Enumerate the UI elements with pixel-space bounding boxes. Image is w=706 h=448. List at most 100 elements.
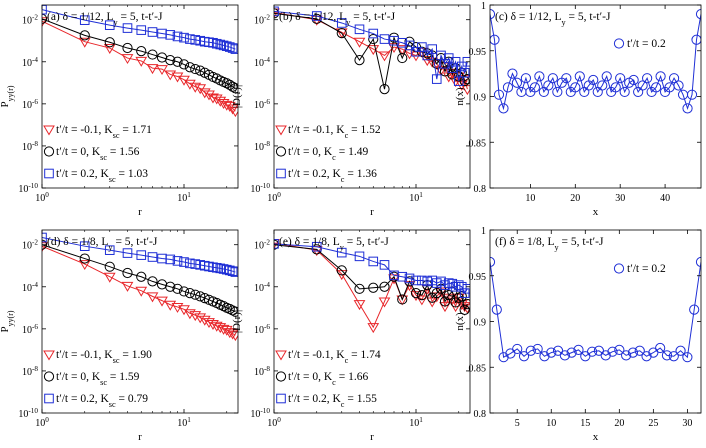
- data-point-b-2-4: [368, 28, 379, 39]
- data-point-a-1-9: [178, 59, 190, 70]
- ytick-label-f-0: 0.8: [474, 409, 487, 420]
- data-point-f-0-12: [566, 347, 577, 358]
- data-point-a-0-19: [220, 100, 233, 111]
- data-point-c-0-23: [588, 74, 599, 86]
- data-point-c-0-4: [502, 82, 514, 93]
- axes-box-a: [41, 4, 239, 189]
- ytick-label-b-3: 10-4: [254, 56, 270, 69]
- legend-marker-b-1: [275, 146, 287, 157]
- legend-marker-a-1: [43, 146, 55, 157]
- data-point-c-0-2: [493, 89, 505, 100]
- data-point-c-0-29: [615, 73, 626, 84]
- ytick-label-d-3: 10-4: [22, 281, 38, 294]
- ytick-label-b-2: 10-6: [254, 98, 270, 111]
- data-point-b-0-6: [388, 43, 400, 54]
- data-point-c-0-32: [628, 74, 639, 86]
- data-point-b-2-16: [443, 53, 454, 63]
- data-point-b-1-4: [368, 33, 379, 45]
- data-point-b-2-17: [447, 63, 458, 73]
- xtick-label-f-1: 10: [546, 418, 556, 429]
- ytick-label-b-4: 10-2: [254, 14, 270, 27]
- data-point-d-0-5: [146, 292, 159, 303]
- data-point-d-2-15: [208, 262, 218, 273]
- data-point-f-0-11: [559, 350, 570, 361]
- legend-label-b-0: t′/t = -0.1, Kc = 1.52: [288, 124, 381, 140]
- panel-d: 100 101 10-10 10-8 10-6 10-4 10-2 r Pyy(r) (d) δ …: [0, 229, 239, 443]
- xtick-label-e-0: 100: [267, 416, 281, 429]
- legend-label-b-2: t′/t = 0.2, Kc = 1.36: [288, 168, 377, 184]
- data-point-f-0-13: [573, 344, 584, 355]
- data-point-d-0-21: [226, 329, 238, 340]
- xlabel-a: r: [138, 206, 142, 218]
- series-a-2: [42, 5, 238, 54]
- data-point-a-1-22: [230, 83, 238, 94]
- data-point-e-2-10: [417, 275, 427, 286]
- series-d-1: [42, 239, 238, 317]
- data-point-d-2-7: [165, 254, 176, 265]
- axes-box-d: [41, 229, 239, 414]
- ytick-label-e-4: 10-2: [254, 239, 270, 252]
- data-point-f-0-8: [539, 351, 550, 362]
- data-point-d-0-13: [198, 315, 211, 326]
- data-point-a-2-21: [227, 43, 238, 53]
- data-point-a-0-5: [146, 64, 159, 75]
- axes-box-f: [489, 229, 702, 414]
- xtick-label-c-0: 10: [525, 193, 535, 204]
- data-point-b-1-17: [447, 69, 458, 80]
- data-point-d-2-9: [179, 257, 189, 267]
- data-point-a-1-7: [165, 55, 176, 66]
- legend-marker-f-0: [613, 263, 625, 274]
- data-point-a-2-7: [165, 30, 176, 40]
- ytick-label-e-2: 10-6: [254, 323, 270, 336]
- ylabel-e: |D(r)|: [231, 310, 243, 333]
- data-point-a-2-11: [190, 35, 201, 45]
- data-point-b-1-5: [379, 84, 390, 95]
- data-point-f-0-30: [689, 304, 700, 315]
- legend-marker-c-0: [613, 38, 625, 49]
- ylabel-b: |D(r)|: [231, 85, 243, 108]
- ytick-label-c-2: 0.9: [474, 93, 487, 104]
- data-point-f-0-31: [695, 256, 701, 268]
- ytick-label-c-0: 0.8: [474, 184, 487, 195]
- xtick-label-d-1: 101: [177, 416, 191, 429]
- series-b-2: [274, 6, 470, 86]
- data-point-a-2-5: [147, 27, 158, 37]
- data-point-b-2-7: [397, 37, 408, 48]
- data-point-f-0-1: [491, 304, 502, 315]
- xtick-label-d-0: 100: [35, 416, 49, 429]
- ytick-label-d-4: 10-2: [22, 239, 38, 252]
- series-d-0: [42, 242, 238, 342]
- data-point-a-1-21: [227, 81, 238, 92]
- panel-c: 10 20 30 40 0.8 0.85 0.9 0.95 1 x n(x) (c) δ = 1/12…: [454, 1, 702, 218]
- data-point-e-0-21: [458, 302, 470, 313]
- data-point-d-0-10: [184, 309, 196, 320]
- data-point-a-2-2: [104, 20, 115, 30]
- data-point-e-2-4: [368, 256, 379, 267]
- data-point-a-2-20: [224, 42, 235, 52]
- series-line-e-0: [274, 242, 468, 329]
- legend-marker-e-2: [276, 393, 286, 404]
- data-point-d-2-22: [230, 267, 238, 277]
- data-point-a-1-2: [104, 37, 115, 48]
- series-a-0: [42, 17, 238, 118]
- ylabel-f: n(x): [454, 312, 466, 331]
- ytick-label-f-1: 0.85: [469, 363, 487, 374]
- data-point-e-2-7: [397, 271, 408, 282]
- data-point-d-1-12: [195, 291, 206, 302]
- xtick-label-b-0: 100: [267, 191, 281, 204]
- data-point-e-1-4: [368, 282, 379, 293]
- legend-marker-b-2: [276, 168, 286, 179]
- data-point-f-0-21: [627, 347, 639, 358]
- data-point-c-0-1: [490, 34, 500, 45]
- data-point-f-0-15: [586, 346, 598, 357]
- data-point-e-0-15: [439, 302, 451, 313]
- legend-marker-e-0: [275, 350, 287, 361]
- data-point-e-2-2: [336, 247, 347, 258]
- data-point-e-1-22: [462, 299, 470, 310]
- data-point-e-2-5: [379, 260, 390, 270]
- data-point-c-0-3: [498, 103, 509, 114]
- data-point-c-0-5: [507, 68, 518, 79]
- data-point-d-1-5: [147, 276, 158, 287]
- data-point-c-0-6: [511, 77, 523, 88]
